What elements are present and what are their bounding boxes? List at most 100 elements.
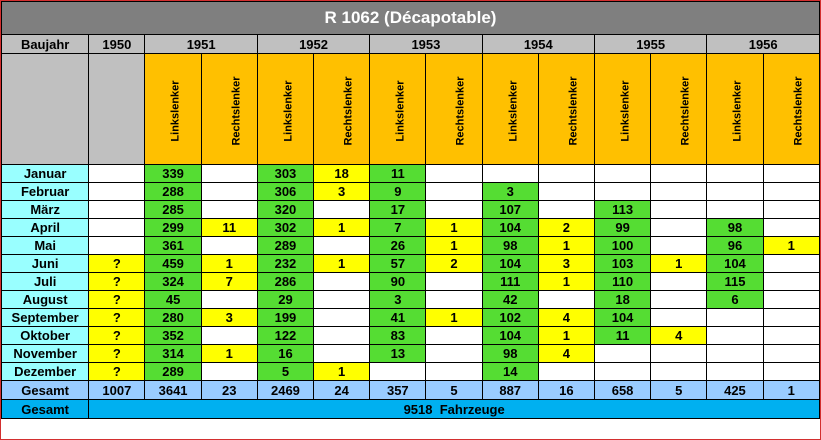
count-cell: 3 xyxy=(200,308,258,327)
sub-header-rechtslenker-1954: Rechtslenker xyxy=(537,53,595,165)
sub-header-label: Rechtslenker xyxy=(792,75,805,146)
sub-header-label: Rechtslenker xyxy=(230,75,243,146)
count-cell: 102 xyxy=(481,308,539,327)
count-cell xyxy=(88,236,146,255)
month-label: Juni xyxy=(0,254,90,273)
count-cell xyxy=(200,290,258,309)
month-label: August xyxy=(0,290,90,309)
table-row: Oktober? 352 122 83 104 1 11 4 xyxy=(0,326,821,345)
count-cell xyxy=(537,164,595,183)
count-cell xyxy=(369,362,427,381)
sub-header-linkslenker-1951: Linkslenker xyxy=(144,53,202,165)
sub-header-label: Rechtslenker xyxy=(567,75,580,146)
count-cell: 303 xyxy=(256,164,315,183)
count-cell: ? xyxy=(88,290,146,309)
count-cell xyxy=(706,326,764,345)
count-cell: 286 xyxy=(256,272,315,291)
table-row: März 285 320 17 107 113 xyxy=(0,200,821,219)
total-cell: 23 xyxy=(200,380,258,400)
count-cell: 99 xyxy=(593,218,652,237)
count-cell xyxy=(650,200,708,219)
count-cell: 110 xyxy=(593,272,652,291)
count-cell xyxy=(706,308,764,327)
count-cell xyxy=(537,182,595,201)
sub-header-rechtslenker-1956: Rechtslenker xyxy=(762,53,821,165)
count-cell: 288 xyxy=(144,182,202,201)
year-header-1950: 1950 xyxy=(88,34,146,54)
month-label: Februar xyxy=(0,182,90,201)
month-label: September xyxy=(0,308,90,327)
count-cell xyxy=(706,344,764,363)
table-row: Mai 361 289 26 1 98 1 100 96 1 xyxy=(0,236,821,255)
count-cell xyxy=(650,344,708,363)
sub-header-label: Linkslenker xyxy=(731,79,744,142)
count-cell: 1 xyxy=(313,362,371,381)
count-cell: 103 xyxy=(593,254,652,273)
count-cell: 302 xyxy=(256,218,315,237)
count-cell xyxy=(425,272,483,291)
count-cell: 11 xyxy=(593,326,652,345)
count-cell: 459 xyxy=(144,254,202,273)
count-cell: 7 xyxy=(200,272,258,291)
count-cell xyxy=(313,272,371,291)
count-cell xyxy=(88,182,146,201)
table-row: Juli? 324 7 286 90 111 1 110 115 xyxy=(0,272,821,291)
count-cell: 83 xyxy=(369,326,427,345)
count-cell xyxy=(88,218,146,237)
count-cell: 18 xyxy=(313,164,371,183)
count-cell xyxy=(425,326,483,345)
month-label: Dezember xyxy=(0,362,90,381)
count-cell: ? xyxy=(88,344,146,363)
count-cell xyxy=(537,200,595,219)
blank-header-cell-1950 xyxy=(88,53,146,165)
count-cell: 104 xyxy=(593,308,652,327)
count-cell xyxy=(762,218,821,237)
table-row: Dezember? 289 5 1 14 xyxy=(0,362,821,381)
count-cell: ? xyxy=(88,308,146,327)
table-row: April 299 11 302 1 7 1 104 2 99 98 xyxy=(0,218,821,237)
year-header-1955: 1955 xyxy=(593,34,708,54)
count-cell xyxy=(313,290,371,309)
count-cell xyxy=(200,182,258,201)
count-cell xyxy=(537,290,595,309)
count-cell xyxy=(481,164,539,183)
count-cell: 1 xyxy=(200,254,258,273)
count-cell: 1 xyxy=(313,218,371,237)
sub-header-label: Rechtslenker xyxy=(679,75,692,146)
sub-header-label: Linkslenker xyxy=(170,79,183,142)
count-cell xyxy=(650,182,708,201)
count-cell xyxy=(650,164,708,183)
count-cell: 289 xyxy=(144,362,202,381)
table-row: Februar 288 306 3 9 3 xyxy=(0,182,821,201)
sub-header-rechtslenker-1951: Rechtslenker xyxy=(200,53,258,165)
count-cell: 29 xyxy=(256,290,315,309)
count-cell: 1 xyxy=(425,236,483,255)
count-cell xyxy=(650,218,708,237)
count-cell: 13 xyxy=(369,344,427,363)
count-cell xyxy=(650,308,708,327)
count-cell: 98 xyxy=(481,236,539,255)
total-cell: 24 xyxy=(313,380,371,400)
count-cell xyxy=(593,362,652,381)
count-cell xyxy=(537,362,595,381)
total-cell: 1 xyxy=(762,380,821,400)
count-cell: 98 xyxy=(481,344,539,363)
sub-header-linkslenker-1953: Linkslenker xyxy=(369,53,427,165)
total-cell: 658 xyxy=(593,380,652,400)
count-cell xyxy=(706,182,764,201)
month-label: Januar xyxy=(0,164,90,183)
table-row: Juni? 459 1 232 1 57 2 104 3 103 1 104 xyxy=(0,254,821,273)
count-cell: 26 xyxy=(369,236,427,255)
count-cell: 18 xyxy=(593,290,652,309)
count-cell xyxy=(313,344,371,363)
grand-total-row: Gesamt 9518 Fahrzeuge xyxy=(0,399,820,419)
count-cell: 306 xyxy=(256,182,315,201)
month-label: April xyxy=(0,218,90,237)
count-cell: 4 xyxy=(537,344,595,363)
count-cell: 1 xyxy=(200,344,258,363)
totals-label: Gesamt xyxy=(0,380,90,400)
count-cell xyxy=(425,290,483,309)
total-cell: 16 xyxy=(537,380,595,400)
count-cell: 339 xyxy=(144,164,202,183)
